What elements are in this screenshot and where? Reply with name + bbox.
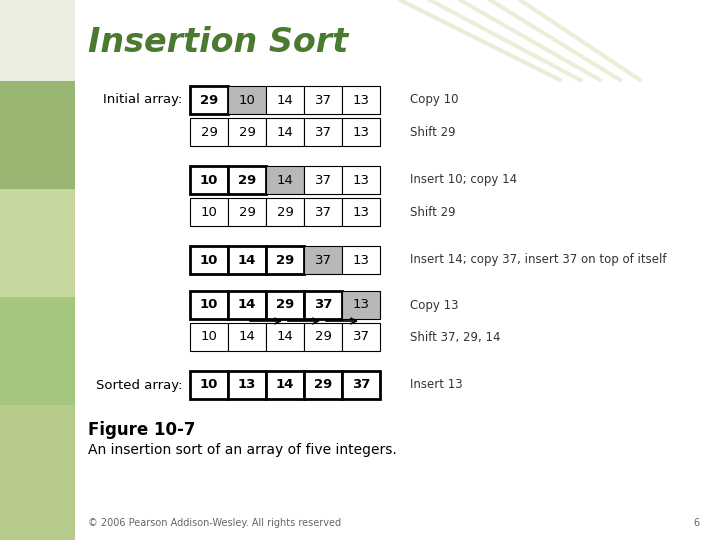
Bar [342,291,380,319]
Bar [228,291,266,319]
Bar [190,166,228,194]
Text: 37: 37 [352,379,370,392]
Bar [228,86,266,114]
Bar [190,86,228,114]
Text: 13: 13 [353,125,369,138]
Text: 29: 29 [315,330,331,343]
Text: 14: 14 [276,330,294,343]
Text: 13: 13 [353,173,369,186]
Text: 37: 37 [315,253,331,267]
Bar [266,291,304,319]
Text: 6: 6 [694,518,700,528]
Text: 14: 14 [276,93,294,106]
Text: 29: 29 [276,253,294,267]
Bar [190,291,228,319]
Text: 29: 29 [238,125,256,138]
Bar [228,246,266,274]
Bar [266,371,304,399]
Text: 14: 14 [276,379,294,392]
Bar [342,246,380,274]
Bar [266,323,304,351]
Bar [190,118,228,146]
Bar [228,166,266,194]
Bar [342,118,380,146]
Text: Initial array:: Initial array: [103,93,182,106]
Text: 29: 29 [238,206,256,219]
Bar [342,198,380,226]
Bar [266,118,304,146]
Text: 10: 10 [200,299,218,312]
Bar [190,371,228,399]
Text: Figure 10-7: Figure 10-7 [88,421,196,439]
Text: 37: 37 [353,330,369,343]
Text: 14: 14 [276,125,294,138]
Text: 37: 37 [315,93,331,106]
Bar [266,86,304,114]
Bar [304,291,342,319]
Text: 29: 29 [238,173,256,186]
Text: Shift 29: Shift 29 [410,125,456,138]
Text: 37: 37 [315,206,331,219]
Bar [266,166,304,194]
Text: 10: 10 [200,253,218,267]
Text: 37: 37 [315,173,331,186]
Text: Copy 10: Copy 10 [410,93,459,106]
Text: 10: 10 [200,173,218,186]
Text: 14: 14 [238,253,256,267]
Bar [266,198,304,226]
Bar [228,323,266,351]
Bar [304,198,342,226]
Text: 10: 10 [238,93,256,106]
Text: Insert 14; copy 37, insert 37 on top of itself: Insert 14; copy 37, insert 37 on top of … [410,253,667,267]
Text: 13: 13 [238,379,256,392]
Text: 13: 13 [353,299,369,312]
Bar [304,246,342,274]
Text: 13: 13 [353,93,369,106]
Text: Insert 13: Insert 13 [410,379,463,392]
Text: 14: 14 [238,299,256,312]
Bar [304,118,342,146]
Text: Shift 29: Shift 29 [410,206,456,219]
Text: 37: 37 [314,299,332,312]
Bar [190,323,228,351]
Text: 29: 29 [201,125,217,138]
Bar [304,86,342,114]
Bar [190,246,228,274]
Text: 29: 29 [276,299,294,312]
Text: 14: 14 [238,330,256,343]
Bar [342,86,380,114]
Text: © 2006 Pearson Addison-Wesley. All rights reserved: © 2006 Pearson Addison-Wesley. All right… [88,518,341,528]
Text: 10: 10 [201,206,217,219]
Text: Shift 37, 29, 14: Shift 37, 29, 14 [410,330,500,343]
Text: An insertion sort of an array of five integers.: An insertion sort of an array of five in… [88,443,397,457]
Bar [342,166,380,194]
Bar [304,166,342,194]
Bar [342,371,380,399]
Text: 13: 13 [353,206,369,219]
Text: 10: 10 [201,330,217,343]
Text: 13: 13 [353,253,369,267]
Text: Sorted array:: Sorted array: [96,379,182,392]
Text: Insertion Sort: Insertion Sort [88,25,348,58]
Bar [228,118,266,146]
Bar [342,323,380,351]
Text: 10: 10 [200,379,218,392]
Text: 29: 29 [200,93,218,106]
Text: 14: 14 [276,173,294,186]
Text: 29: 29 [314,379,332,392]
Bar [304,371,342,399]
Text: Copy 13: Copy 13 [410,299,459,312]
Text: 37: 37 [315,125,331,138]
Bar [266,246,304,274]
Bar [228,371,266,399]
Text: 29: 29 [276,206,294,219]
Bar [228,198,266,226]
Text: Insert 10; copy 14: Insert 10; copy 14 [410,173,517,186]
Bar [304,323,342,351]
Bar [190,198,228,226]
